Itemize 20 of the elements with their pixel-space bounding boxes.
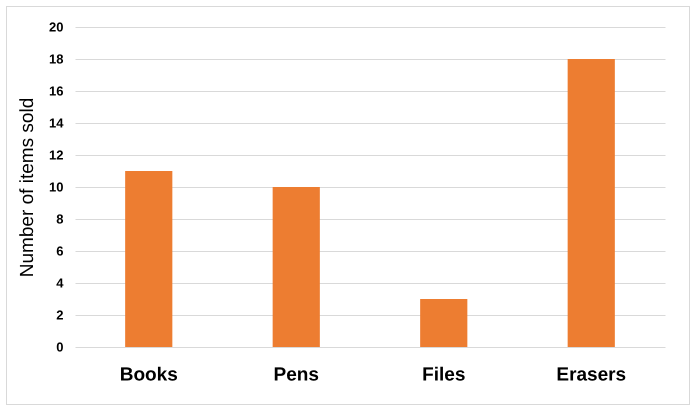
x-tick-label: Pens [274,364,319,386]
y-tick-label: 2 [56,308,64,322]
x-tick-label: Files [422,364,466,386]
bar [125,171,172,347]
y-tick-label: 18 [49,52,64,66]
y-tick-label: 6 [56,244,64,258]
x-tick-label: Erasers [556,364,626,386]
y-tick-label: 4 [56,276,64,290]
bar [568,59,615,347]
y-tick-label: 20 [49,20,64,34]
x-tick-label: Books [120,364,178,386]
y-tick-label: 8 [56,212,64,226]
y-tick-label: 14 [49,116,64,130]
bar [272,187,320,347]
y-axis-title: Number of items sold [17,98,38,278]
y-tick-label: 16 [49,84,64,98]
y-tick-label: 12 [49,148,64,162]
y-tick-label: 10 [49,180,64,194]
y-tick-label: 0 [56,340,64,354]
bar [420,299,468,347]
